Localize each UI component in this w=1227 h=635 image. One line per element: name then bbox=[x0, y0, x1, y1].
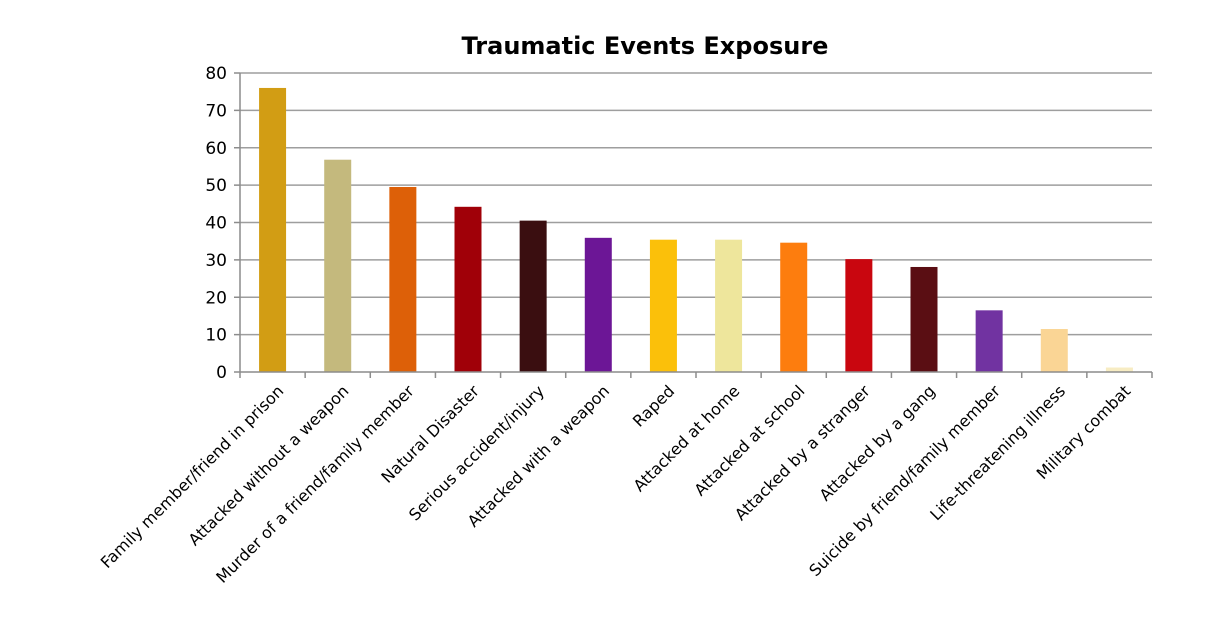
x-tick-label: Serious accident/injury bbox=[405, 381, 548, 524]
bar bbox=[910, 266, 938, 372]
chart-title: Traumatic Events Exposure bbox=[462, 32, 829, 60]
y-tick-label: 0 bbox=[216, 363, 227, 383]
bar bbox=[975, 310, 1003, 372]
x-tick-label: Attacked by a stranger bbox=[731, 381, 874, 524]
bars bbox=[259, 87, 1133, 372]
bar bbox=[780, 242, 808, 372]
x-tick-label: Life-threatening illness bbox=[926, 381, 1069, 524]
gridlines bbox=[240, 72, 1152, 336]
bar bbox=[324, 159, 352, 372]
bar bbox=[519, 220, 547, 372]
bar bbox=[1040, 329, 1068, 372]
bar bbox=[1105, 367, 1133, 372]
bar bbox=[389, 186, 417, 372]
y-tick-label: 30 bbox=[205, 251, 227, 271]
y-tick-label: 40 bbox=[205, 214, 227, 234]
y-tick-label: 20 bbox=[205, 288, 227, 308]
bar bbox=[584, 237, 612, 372]
y-axis-ticks: 0 10 20 30 40 50 60 70 80 bbox=[205, 64, 240, 383]
bar bbox=[715, 239, 743, 372]
bar bbox=[454, 206, 482, 372]
x-tick-label: Attacked by a gang bbox=[815, 381, 938, 504]
y-tick-label: 80 bbox=[205, 64, 227, 84]
y-tick-label: 60 bbox=[205, 139, 227, 159]
y-tick-label: 10 bbox=[205, 326, 227, 346]
bar bbox=[649, 239, 677, 372]
x-tick-label: Attacked at school bbox=[690, 381, 808, 499]
y-tick-label: 70 bbox=[205, 101, 227, 121]
y-tick-label: 50 bbox=[205, 176, 227, 196]
bar bbox=[845, 259, 873, 372]
bar bbox=[259, 87, 287, 372]
x-tick-label: Raped bbox=[629, 381, 678, 430]
